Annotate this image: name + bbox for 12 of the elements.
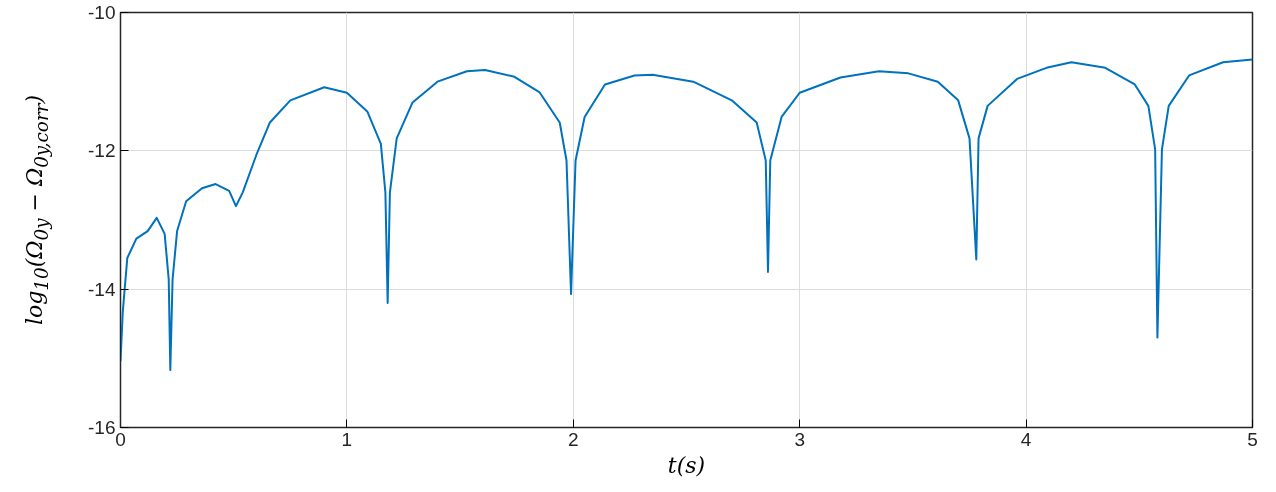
y-tick-label: -14 xyxy=(88,278,116,300)
x-tick-label: 3 xyxy=(794,428,805,450)
y-tick-label: -12 xyxy=(88,140,116,162)
line-series xyxy=(120,58,1253,372)
x-tick-label: 5 xyxy=(1247,428,1258,450)
y-tick-label: -10 xyxy=(88,2,116,23)
x-tick-label: 2 xyxy=(568,428,579,450)
x-axis-title: t(s) xyxy=(667,452,706,478)
y-tick-label: -16 xyxy=(88,417,116,438)
x-tick-label: 0 xyxy=(115,428,126,450)
x-tick-label: 4 xyxy=(1020,428,1032,450)
x-tick-label: 1 xyxy=(341,428,353,450)
